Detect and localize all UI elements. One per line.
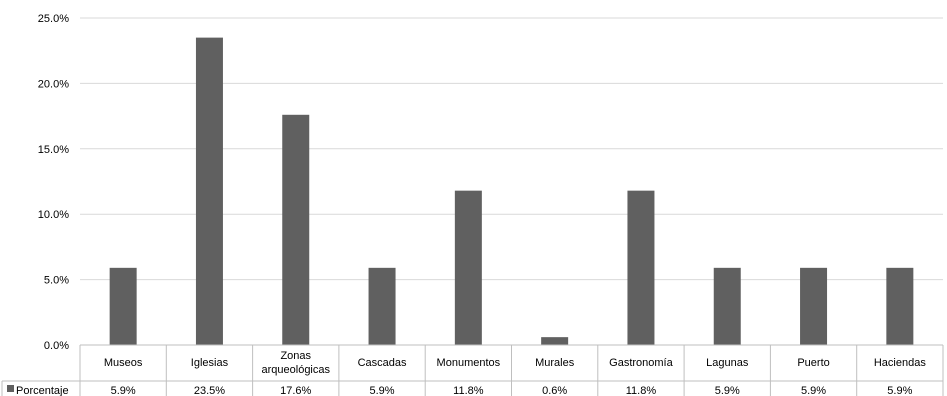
x-category-label: Lagunas xyxy=(706,357,749,369)
x-category-label: Puerto xyxy=(797,357,829,369)
bar xyxy=(541,337,569,345)
y-tick-label: 20.0% xyxy=(38,78,69,90)
bars xyxy=(109,37,914,346)
x-category-label: arqueológicas xyxy=(262,364,331,376)
y-tick-label: 0.0% xyxy=(44,340,69,352)
data-table-value: 5.9% xyxy=(801,385,826,396)
y-tick-label: 15.0% xyxy=(38,144,69,156)
bar xyxy=(800,267,828,345)
x-category-label: Murales xyxy=(535,357,575,369)
y-tick-label: 25.0% xyxy=(38,13,69,25)
data-table-value: 5.9% xyxy=(370,385,395,396)
legend-series-name: Porcentaje xyxy=(16,385,69,396)
x-category-label: Monumentos xyxy=(437,357,501,369)
legend-swatch xyxy=(7,385,14,392)
y-axis-tick-labels: 0.0% 5.0% 10.0% 15.0% 20.0% 25.0% xyxy=(38,13,69,352)
bar xyxy=(368,267,396,345)
bar xyxy=(282,114,310,346)
gridlines xyxy=(80,17,943,281)
y-tick-label: 10.0% xyxy=(38,209,69,221)
x-category-label: Gastronomía xyxy=(609,357,673,369)
data-table-value: 5.9% xyxy=(715,385,740,396)
data-table-value: 17.6% xyxy=(280,385,311,396)
data-table-value: 11.8% xyxy=(453,385,484,396)
bar xyxy=(713,267,741,345)
data-table: Museos 5.9% Iglesias 23.5% Zonas arqueológica… xyxy=(1,344,944,396)
y-tick-label: 5.0% xyxy=(44,275,69,287)
data-table-value: 0.6% xyxy=(542,385,567,396)
x-category-label: Cascadas xyxy=(358,357,407,369)
data-table-value: 5.9% xyxy=(887,385,912,396)
bar xyxy=(627,190,655,345)
x-category-label: Museos xyxy=(104,357,143,369)
bar xyxy=(454,190,482,345)
x-category-label: Haciendas xyxy=(874,357,926,369)
x-category-label: Zonas xyxy=(280,350,311,362)
data-table-value: 23.5% xyxy=(194,385,225,396)
data-table-value: 5.9% xyxy=(111,385,136,396)
bar xyxy=(886,267,914,345)
data-table-value: 11.8% xyxy=(626,385,657,396)
bar xyxy=(109,267,137,345)
bar xyxy=(195,37,223,346)
x-category-label: Iglesias xyxy=(191,357,229,369)
